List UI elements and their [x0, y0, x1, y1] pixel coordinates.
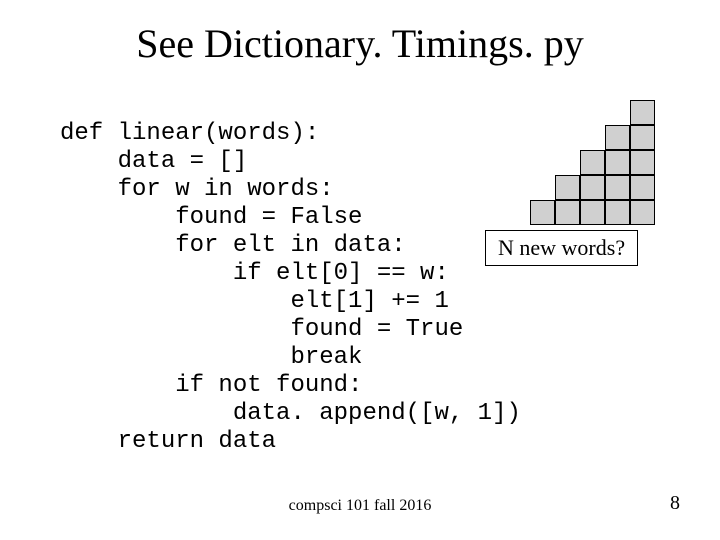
code-line: data = []: [60, 148, 247, 175]
staircase-cell: [605, 200, 630, 225]
code-line: found = True: [60, 316, 463, 343]
staircase-cell: [530, 200, 555, 225]
slide-title: See Dictionary. Timings. py: [0, 20, 720, 67]
code-line: if elt[0] == w:: [60, 260, 449, 287]
code-line: break: [60, 344, 362, 371]
staircase-cell: [630, 175, 655, 200]
staircase-row: [480, 175, 655, 200]
code-line: def linear(words):: [60, 120, 319, 147]
footer-text: compsci 101 fall 2016: [0, 497, 720, 515]
page-number: 8: [670, 492, 680, 515]
staircase-cell: [630, 200, 655, 225]
staircase-cell: [605, 125, 630, 150]
staircase-cell: [630, 150, 655, 175]
staircase-cell: [605, 150, 630, 175]
slide: See Dictionary. Timings. py def linear(w…: [0, 0, 720, 540]
staircase-row: [480, 125, 655, 150]
staircase-cell: [555, 175, 580, 200]
code-line: data. append([w, 1]): [60, 400, 521, 427]
code-line: for w in words:: [60, 176, 334, 203]
staircase-row: [480, 100, 655, 125]
staircase-diagram: [480, 100, 655, 225]
caption-box: N new words?: [485, 230, 638, 266]
code-line: for elt in data:: [60, 232, 406, 259]
staircase-cell: [555, 200, 580, 225]
staircase-cell: [630, 100, 655, 125]
code-line: found = False: [60, 204, 362, 231]
code-block: def linear(words): data = [] for w in wo…: [60, 120, 521, 456]
staircase-cell: [580, 175, 605, 200]
staircase-cell: [630, 125, 655, 150]
staircase-cell: [605, 175, 630, 200]
staircase-row: [480, 150, 655, 175]
code-line: elt[1] += 1: [60, 288, 449, 315]
code-line: if not found:: [60, 372, 362, 399]
staircase-row: [480, 200, 655, 225]
staircase-cell: [580, 150, 605, 175]
code-line: return data: [60, 428, 276, 455]
staircase-cell: [580, 200, 605, 225]
